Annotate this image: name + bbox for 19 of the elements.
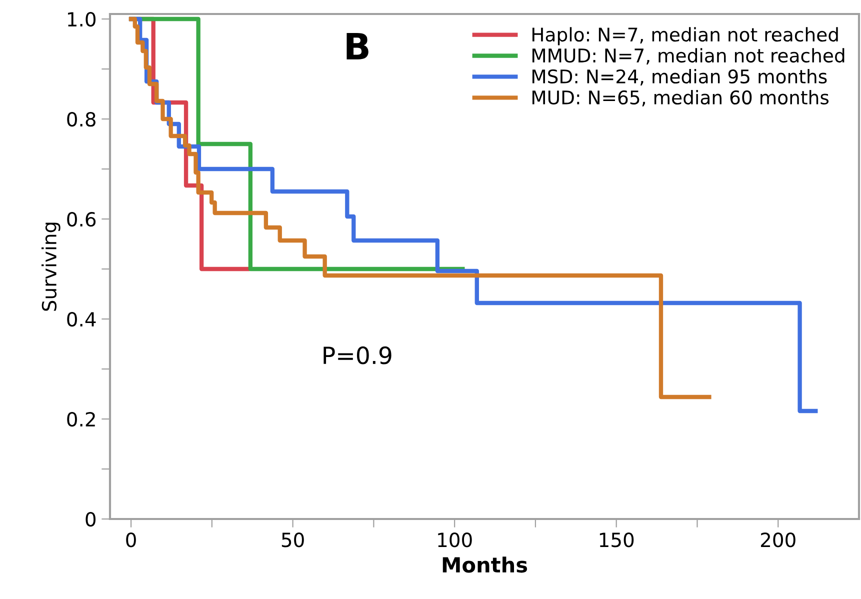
x-tick-label: 200 [760, 532, 796, 548]
y-tick-label: 1.0 [68, 12, 96, 27]
legend-label: MSD: N=24, median 95 months [532, 69, 827, 86]
y-axis-title: Surviving [42, 222, 60, 311]
x-tick-label: 150 [600, 532, 634, 548]
y-tick-label: 0.8 [67, 112, 96, 127]
legend-label: MMUD: N=7, median not reached [532, 48, 844, 65]
x-tick-label: 100 [438, 532, 472, 548]
legend-label: Haplo: N=7, median not reached [532, 27, 838, 46]
x-axis-title: Months [442, 556, 528, 573]
y-tick-label: 0.2 [67, 412, 95, 427]
x-tick-label: 50 [282, 532, 304, 548]
x-tick-label: 0 [126, 532, 136, 548]
y-tick-label: 0 [86, 512, 96, 527]
annotation: B [346, 32, 368, 60]
y-tick-label: 0.4 [67, 312, 96, 327]
annotation: P=0.9 [324, 346, 392, 364]
y-tick-label: 0.6 [67, 212, 96, 227]
legend-label: MUD: N=65, median 60 months [532, 90, 829, 106]
